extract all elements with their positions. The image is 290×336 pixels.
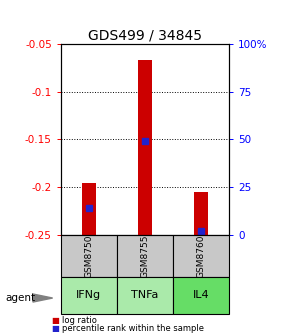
Bar	[173, 235, 229, 277]
Text: ■: ■	[51, 316, 59, 325]
Text: ■: ■	[51, 324, 59, 333]
Text: GSM8760: GSM8760	[197, 235, 206, 278]
Bar	[117, 277, 173, 314]
Text: GSM8755: GSM8755	[140, 235, 150, 278]
Text: IL4: IL4	[193, 290, 209, 300]
Text: GDS499 / 34845: GDS499 / 34845	[88, 28, 202, 42]
Text: IFNg: IFNg	[76, 290, 102, 300]
Bar	[61, 277, 117, 314]
Bar	[138, 60, 152, 235]
Text: TNFa: TNFa	[131, 290, 159, 300]
Text: agent: agent	[6, 293, 36, 303]
Bar	[61, 235, 117, 277]
Polygon shape	[33, 294, 53, 302]
Bar	[173, 277, 229, 314]
Bar	[194, 192, 208, 235]
Text: percentile rank within the sample: percentile rank within the sample	[62, 324, 204, 333]
Bar	[82, 182, 96, 235]
Bar	[117, 235, 173, 277]
Text: log ratio: log ratio	[62, 316, 97, 325]
Text: GSM8750: GSM8750	[84, 235, 93, 278]
